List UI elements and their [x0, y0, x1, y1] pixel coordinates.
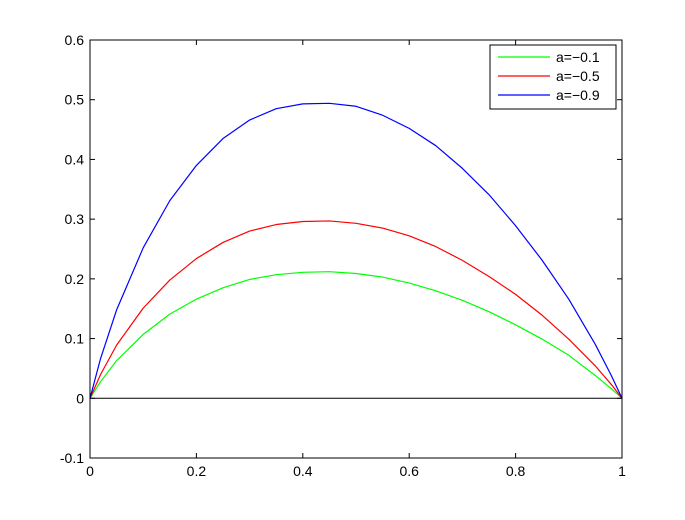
x-tick-label: 1: [618, 463, 626, 479]
legend-label-1: a=−0.1: [556, 49, 600, 65]
x-tick-label: 0.6: [399, 463, 419, 479]
axes: 0 0.2 0.4 0.6 0.8 1-0.100.10.20.30.40.50.6: [60, 32, 626, 479]
series-line-1: [89, 271, 623, 399]
x-tick-label: 0.2: [187, 463, 207, 479]
x-tick-label: 0.4: [293, 463, 313, 479]
y-tick-label: 0.4: [65, 151, 85, 167]
y-tick-label: 0: [76, 390, 84, 406]
y-tick-label: 0.2: [65, 271, 85, 287]
axes-box: [89, 39, 623, 459]
x-tick-label: 0.8: [506, 463, 526, 479]
plot-area: [89, 102, 623, 399]
x-tick-label: 0: [86, 463, 94, 479]
y-tick-label: 0.6: [65, 32, 85, 48]
series-line-3: [89, 102, 623, 399]
legend: a=−0.1 a=−0.5 a=−0.9: [489, 44, 617, 110]
y-tick-label: 0.5: [65, 92, 85, 108]
legend-label-3: a=−0.9: [556, 87, 600, 103]
legend-label-2: a=−0.5: [556, 68, 600, 84]
y-tick-label: 0.3: [65, 211, 85, 227]
y-tick-label: 0.1: [65, 331, 85, 347]
y-tick-label: -0.1: [60, 450, 84, 466]
series-line-2: [89, 220, 623, 399]
legend-box: [489, 44, 617, 110]
